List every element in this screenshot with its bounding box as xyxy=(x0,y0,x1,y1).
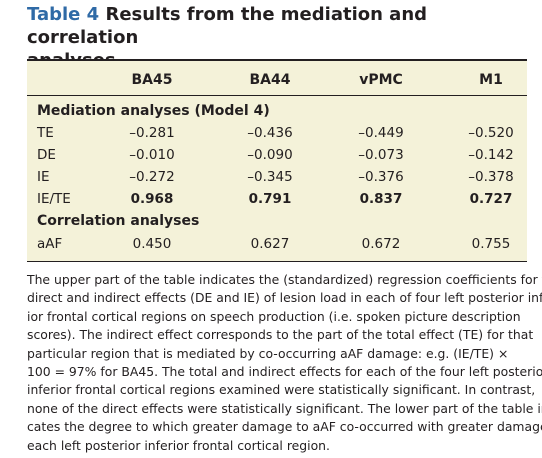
table-header-rule xyxy=(27,95,527,96)
table-cell: –0.436 xyxy=(247,125,293,141)
table-cell: 0.755 xyxy=(471,236,511,252)
table-cell: –0.090 xyxy=(247,147,293,163)
table-cell: 0.791 xyxy=(248,191,292,207)
table-cell: –0.073 xyxy=(358,147,404,163)
table-cell: –0.281 xyxy=(129,125,175,141)
table-cell: –0.376 xyxy=(358,169,404,185)
table-cell: –0.449 xyxy=(358,125,404,141)
footnote-line: inferior frontal cortical regions examin… xyxy=(27,382,536,398)
table-cell: –0.142 xyxy=(468,147,514,163)
table-cell: –0.345 xyxy=(247,169,293,185)
row-label-te: TE xyxy=(37,125,54,141)
table-cell: –0.010 xyxy=(129,147,175,163)
table-title-text: Results from the mediation and correlati… xyxy=(27,4,428,48)
table-cell: 0.450 xyxy=(132,236,172,252)
row-label-ie: IE xyxy=(37,169,50,185)
table-cell: 0.837 xyxy=(359,191,403,207)
row-label-de: DE xyxy=(37,147,56,163)
section-heading-correlation: Correlation analyses xyxy=(37,213,200,229)
table-cell: 0.627 xyxy=(250,236,290,252)
section-heading-mediation: Mediation analyses (Model 4) xyxy=(37,103,270,119)
table-background xyxy=(27,59,527,261)
table-top-rule xyxy=(27,59,527,61)
table-bottom-rule xyxy=(27,261,527,262)
footnote-line: cates the degree to which greater damage… xyxy=(27,419,542,435)
table-cell: 0.968 xyxy=(130,191,174,207)
footnote-line: each left posterior inferior frontal cor… xyxy=(27,437,330,453)
table-cell: –0.378 xyxy=(468,169,514,185)
footnote-line: ior frontal cortical regions on speech p… xyxy=(27,308,521,324)
column-header-m1: M1 xyxy=(479,72,503,88)
footnote-line: 100 = 97% for BA45. The total and indire… xyxy=(27,364,542,380)
footnote-line: The upper part of the table indicates th… xyxy=(27,272,542,287)
table-cell: 0.672 xyxy=(361,236,401,252)
table-cell: –0.272 xyxy=(129,169,175,185)
footnote-line: particular region that is mediated by co… xyxy=(27,345,509,361)
column-header-vpmc: vPMC xyxy=(359,72,403,88)
footnote-line: scores). The indirect effect corresponds… xyxy=(27,327,534,343)
row-label-ie-te: IE/TE xyxy=(37,191,71,207)
footnote-line: none of the direct effects were statisti… xyxy=(27,400,542,416)
table-footnote: The upper part of the table indicates th… xyxy=(27,271,542,455)
row-label-aaf: aAF xyxy=(37,236,63,252)
column-header-ba44: BA44 xyxy=(249,72,291,88)
column-header-ba45: BA45 xyxy=(131,72,173,88)
footnote-line: direct and indirect effects (DE and IE) … xyxy=(27,290,542,306)
table-cell: –0.520 xyxy=(468,125,514,141)
table-cell: 0.727 xyxy=(469,191,513,207)
table-number: Table 4 xyxy=(27,4,100,25)
